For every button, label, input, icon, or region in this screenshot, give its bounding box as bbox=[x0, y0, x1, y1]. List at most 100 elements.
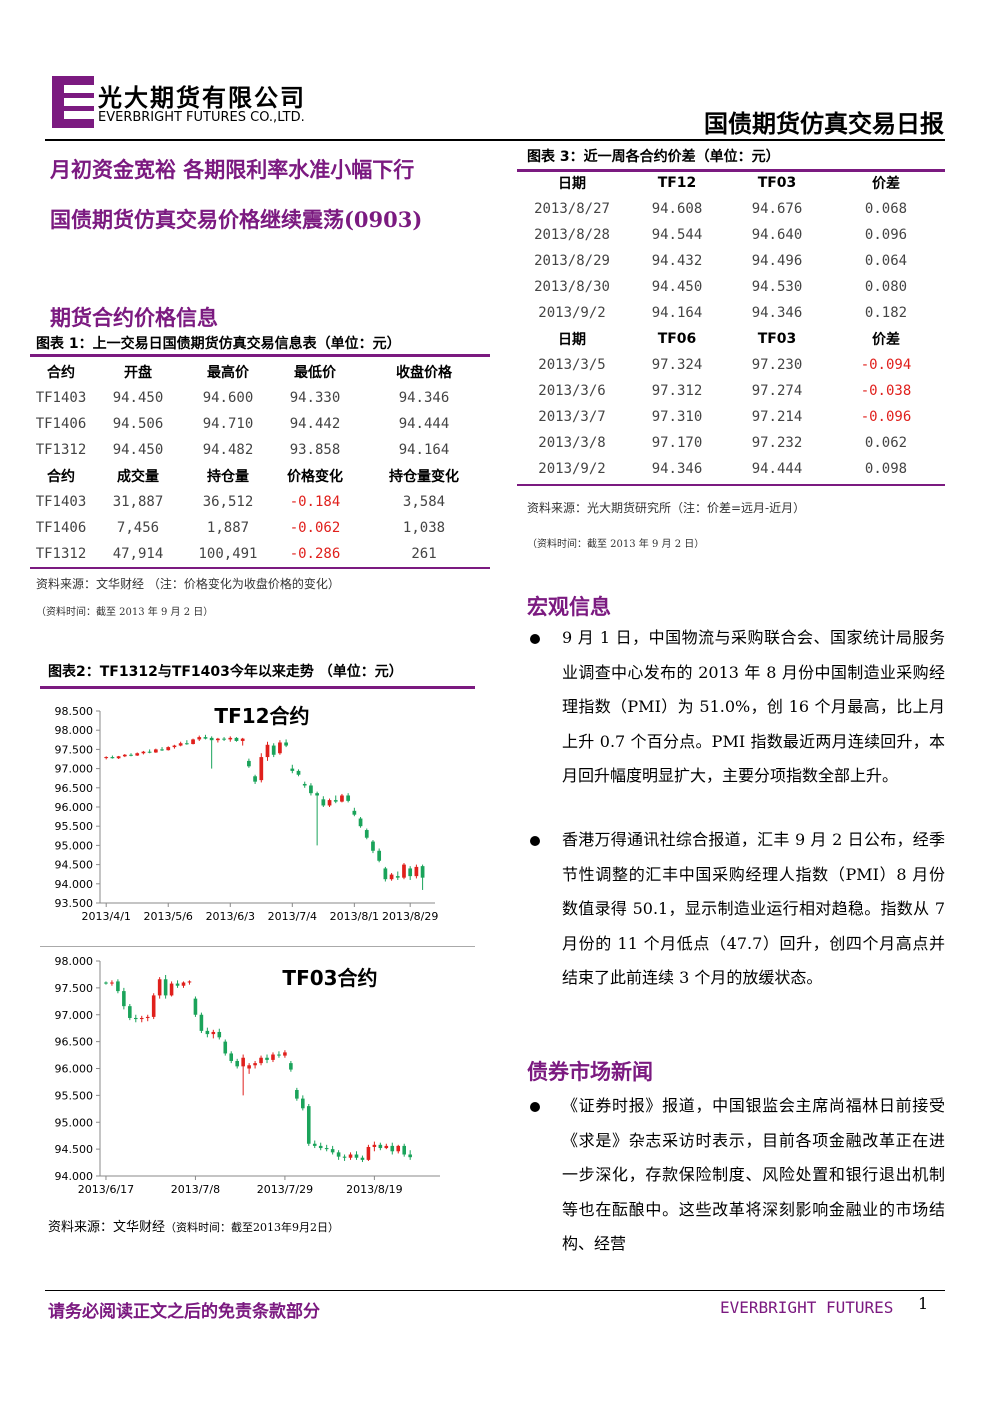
candle-body bbox=[389, 874, 394, 880]
candle-body bbox=[222, 738, 226, 740]
header-cell: 价差 bbox=[872, 176, 900, 192]
table-row: TF1312 47,914 100,491 -0.286 261 bbox=[30, 541, 490, 567]
cell: -0.184 bbox=[289, 494, 341, 510]
candle-body bbox=[259, 757, 264, 781]
cell: 0.062 bbox=[864, 435, 908, 451]
chart-title: TF12合约 bbox=[214, 704, 309, 728]
cell: 1,038 bbox=[402, 520, 446, 536]
candle-body bbox=[309, 785, 313, 794]
candle-body bbox=[116, 981, 120, 992]
header-cell: TF03 bbox=[757, 331, 797, 347]
candle-body bbox=[134, 1017, 138, 1020]
candle-body bbox=[402, 1145, 406, 1155]
candle-body bbox=[420, 866, 425, 878]
candle-body bbox=[284, 742, 288, 746]
candle-body bbox=[135, 753, 140, 756]
page-number: 1 bbox=[918, 1294, 929, 1313]
candle-body bbox=[296, 770, 301, 775]
candle-body bbox=[312, 1143, 317, 1146]
cell: 2013/3/7 bbox=[538, 409, 606, 425]
candle-body bbox=[348, 1154, 353, 1158]
disclaimer: 请务必阅读正文之后的免责条款部分 bbox=[48, 1302, 320, 1322]
candle-body bbox=[277, 1054, 281, 1056]
cell: 97.312 bbox=[651, 383, 703, 399]
candle-body bbox=[402, 864, 406, 878]
cell: -0.062 bbox=[289, 520, 341, 536]
header-cell: 持仓量 bbox=[207, 469, 249, 485]
cell: -0.094 bbox=[860, 357, 912, 373]
candle-body bbox=[330, 1149, 335, 1153]
x-tick-label: 2013/7/8 bbox=[171, 1183, 220, 1196]
table-row: 2013/3/7 97.310 97.214 -0.096 bbox=[517, 404, 945, 430]
cell: 36,512 bbox=[202, 494, 254, 510]
cell: 93.858 bbox=[289, 442, 341, 458]
cell: -0.096 bbox=[860, 409, 912, 425]
table-row: 2013/8/27 94.608 94.676 0.068 bbox=[517, 196, 945, 222]
candle-body bbox=[175, 983, 180, 986]
candle-body bbox=[139, 1017, 144, 1020]
cell: 94.530 bbox=[751, 279, 803, 295]
cell: 0.182 bbox=[864, 305, 908, 321]
cell: 94.544 bbox=[651, 227, 703, 243]
candle-body bbox=[283, 1052, 287, 1056]
candle-body bbox=[122, 991, 126, 1007]
y-tick-label: 96.000 bbox=[55, 801, 94, 814]
header-cell: TF06 bbox=[657, 331, 697, 347]
candle-body bbox=[110, 757, 115, 759]
cell: 94.496 bbox=[751, 253, 803, 269]
y-tick-label: 97.000 bbox=[55, 763, 94, 776]
candle-body bbox=[178, 743, 183, 746]
candle-body bbox=[128, 1006, 132, 1018]
x-tick-label: 2013/4/1 bbox=[82, 910, 131, 923]
candle-body bbox=[211, 1031, 216, 1035]
bullet-dot bbox=[530, 1102, 540, 1112]
table-row: TF1406 94.506 94.710 94.442 94.444 bbox=[30, 411, 490, 437]
header-cell: 价差 bbox=[872, 332, 900, 348]
cell: 97.324 bbox=[651, 357, 703, 373]
chart: 94.000 94.500 95.000 95.500 96.000 96.500 97.0… bbox=[55, 955, 440, 1196]
candle-body bbox=[153, 749, 158, 753]
candle-body bbox=[271, 745, 276, 755]
cell: 94.640 bbox=[751, 227, 803, 243]
candle-body bbox=[333, 800, 338, 802]
header-cell: 合约 bbox=[47, 469, 75, 485]
cell: 2013/8/29 bbox=[534, 253, 610, 269]
candle-body bbox=[235, 1060, 239, 1067]
cell: 97.310 bbox=[651, 409, 703, 425]
candle-body bbox=[160, 749, 164, 751]
time-note: （资料时间：截至 2013 年 9 月 2 日） bbox=[527, 539, 705, 550]
cell: 94.450 bbox=[112, 390, 164, 406]
y-tick-label: 97.500 bbox=[55, 982, 94, 995]
cell: 7,456 bbox=[116, 520, 160, 536]
cell: 94.442 bbox=[289, 416, 341, 432]
candle-body bbox=[187, 981, 192, 983]
bullet-dot bbox=[530, 634, 540, 644]
candle-body bbox=[147, 751, 152, 753]
cell: 94.346 bbox=[398, 390, 450, 406]
candle-body bbox=[169, 983, 174, 996]
candle-body bbox=[122, 754, 127, 757]
cell: TF1403 bbox=[35, 390, 87, 406]
cell: TF1406 bbox=[35, 416, 87, 432]
header-cell: 最高价 bbox=[207, 365, 249, 381]
cell: 97.230 bbox=[751, 357, 803, 373]
cell: 47,914 bbox=[112, 546, 164, 562]
source-text: 资料来源：文华财经 bbox=[48, 1220, 166, 1235]
cell: 3,584 bbox=[402, 494, 446, 510]
y-tick-label: 98.000 bbox=[55, 724, 94, 737]
table-row: 2013/9/2 94.164 94.346 0.182 bbox=[517, 300, 945, 326]
cell: 94.676 bbox=[751, 201, 803, 217]
candle-body bbox=[384, 1145, 389, 1149]
candle-body bbox=[259, 1057, 263, 1064]
bullet-dot bbox=[530, 836, 540, 846]
cell: 0.068 bbox=[864, 201, 908, 217]
candle-body bbox=[295, 1090, 299, 1099]
candle-body bbox=[360, 1157, 365, 1160]
candle-body bbox=[315, 793, 319, 796]
y-tick-label: 94.500 bbox=[55, 1143, 94, 1156]
cell: 0.064 bbox=[864, 253, 908, 269]
candle-body bbox=[223, 1041, 228, 1054]
table-caption: 图表 1：上一交易日国债期货仿真交易信息表（单位：元） bbox=[36, 336, 401, 352]
x-tick-label: 2013/5/6 bbox=[144, 910, 193, 923]
candle-body bbox=[110, 982, 114, 984]
